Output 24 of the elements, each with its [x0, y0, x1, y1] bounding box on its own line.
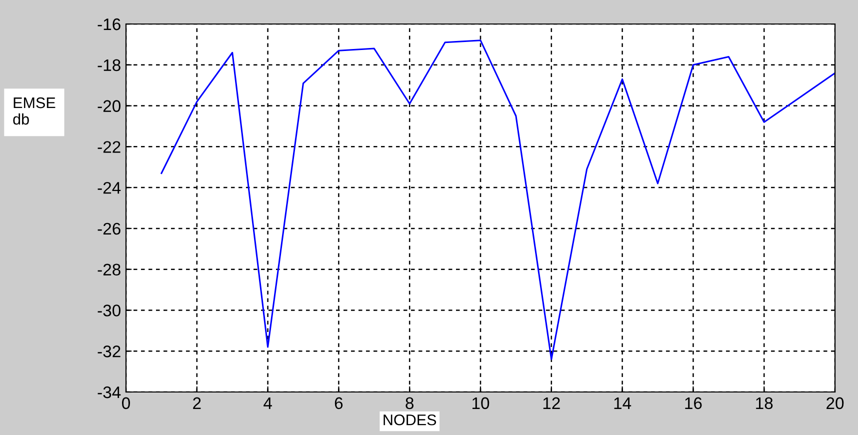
line-series [160, 40, 835, 360]
x-tick-label: 4 [264, 397, 272, 409]
x-tick-label: 20 [826, 397, 844, 410]
y-tick-label: -34 [98, 386, 121, 398]
y-tick-label: -18 [98, 59, 120, 72]
x-axis-title: NODES [384, 414, 436, 426]
x-tick-label: 18 [756, 397, 773, 410]
y-axis-title: EMSE db [13, 97, 56, 125]
y-tick-label: -32 [98, 346, 120, 358]
y-tick-label: -22 [98, 141, 120, 153]
x-tick-label: 16 [685, 397, 702, 410]
y-tick-label: -26 [98, 222, 120, 235]
x-tick-label: 12 [543, 397, 560, 409]
x-tick-label: 10 [472, 397, 490, 410]
y-tick-label: -20 [98, 100, 120, 112]
x-tick-label: 8 [406, 397, 414, 410]
y-tick-label: -24 [98, 182, 121, 194]
x-tick-label: 0 [122, 397, 130, 410]
x-tick-label: 6 [334, 397, 343, 410]
y-tick-label: -16 [98, 18, 120, 30]
y-tick-label: -28 [98, 264, 120, 276]
y-tick-label: -30 [98, 304, 120, 316]
x-tick-label: 14 [614, 397, 632, 409]
x-tick-label: 2 [193, 397, 201, 409]
